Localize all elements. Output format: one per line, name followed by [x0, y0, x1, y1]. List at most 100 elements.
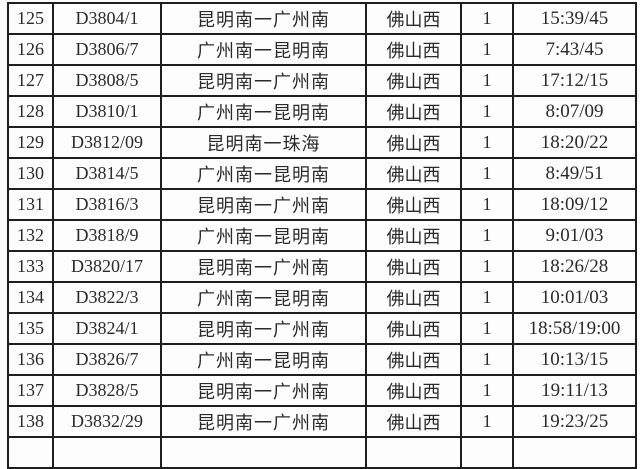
cell-time: 18:58/19:00	[512, 312, 637, 345]
cell-time: 19:11/13	[512, 374, 637, 407]
cell-train-number: D3804/1	[52, 2, 162, 35]
cell-stop-count: 1	[460, 33, 514, 66]
cell-train-number: D3814/5	[52, 157, 162, 190]
cell-row-number: 126	[7, 33, 54, 66]
cell-station: 佛山西	[365, 343, 462, 376]
cell-station: 佛山西	[365, 95, 462, 128]
cell-row-number: 138	[7, 405, 54, 438]
cell-train-number: D3828/5	[52, 374, 162, 407]
cell-train-number: D3808/5	[52, 64, 162, 97]
cell-row-number: 136	[7, 343, 54, 376]
cell-stop-count: 1	[460, 374, 514, 407]
cell-stop-count: 1	[460, 219, 514, 252]
table-row: 128 D3810/1 广州南一昆明南 佛山西 1 8:07/09	[7, 95, 637, 128]
cell-stop-count: 1	[460, 157, 514, 190]
cell-time: 10:01/03	[512, 281, 637, 314]
cell-train-number: D3822/3	[52, 281, 162, 314]
cell-stop-count: 1	[460, 188, 514, 221]
table-row: 132 D3818/9 广州南一昆明南 佛山西 1 9:01/03	[7, 219, 637, 252]
cell-stop-count: 1	[460, 281, 514, 314]
cell-route: 广州南一昆明南	[160, 95, 367, 128]
cell-time: 18:20/22	[512, 126, 637, 159]
cell-time: 9:01/03	[512, 219, 637, 252]
cell-route: 广州南一昆明南	[160, 219, 367, 252]
cell-train-number: D3818/9	[52, 219, 162, 252]
cell-train-number: D3820/17	[52, 250, 162, 283]
cell-time: 8:07/09	[512, 95, 637, 128]
cell-station: 佛山西	[365, 281, 462, 314]
cell-row-number: 131	[7, 188, 54, 221]
cell-route: 昆明南一广州南	[160, 250, 367, 283]
cell-stop-count: 1	[460, 126, 514, 159]
cell-train-number: D3806/7	[52, 33, 162, 66]
cell-stop-count: 1	[460, 405, 514, 438]
table-row: 130 D3814/5 广州南一昆明南 佛山西 1 8:49/51	[7, 157, 637, 190]
table-row: 138 D3832/29 昆明南一广州南 佛山西 1 19:23/25	[7, 405, 637, 438]
table-row: 133 D3820/17 昆明南一广州南 佛山西 1 18:26/28	[7, 250, 637, 283]
cell-route: 广州南一昆明南	[160, 343, 367, 376]
cell-stop-count: 1	[460, 343, 514, 376]
table-row: 134 D3822/3 广州南一昆明南 佛山西 1 10:01/03	[7, 281, 637, 314]
table-row: 129 D3812/09 昆明南一珠海 佛山西 1 18:20/22	[7, 126, 637, 159]
cell-route: 广州南一昆明南	[160, 157, 367, 190]
cell-stop-count: 1	[460, 312, 514, 345]
cell-time: 19:23/25	[512, 405, 637, 438]
cell-row-number: 135	[7, 312, 54, 345]
cell-route: 昆明南一广州南	[160, 405, 367, 438]
train-timetable: 125 D3804/1 昆明南一广州南 佛山西 1 15:39/45 126 D…	[7, 2, 637, 469]
cell-station: 佛山西	[365, 374, 462, 407]
cell-station: 佛山西	[365, 188, 462, 221]
cell-row-number: 133	[7, 250, 54, 283]
cell-stop-count: 1	[460, 250, 514, 283]
cell-time: 17:12/15	[512, 64, 637, 97]
cell-time: 18:09/12	[512, 188, 637, 221]
cell-row-number: 125	[7, 2, 54, 35]
cell-row-number: 127	[7, 64, 54, 97]
table-row: 137 D3828/5 昆明南一广州南 佛山西 1 19:11/13	[7, 374, 637, 407]
cell-station: 佛山西	[365, 219, 462, 252]
cell-station: 佛山西	[365, 157, 462, 190]
table-row: 136 D3826/7 广州南一昆明南 佛山西 1 10:13/15	[7, 343, 637, 376]
table-row: 126 D3806/7 广州南一昆明南 佛山西 1 7:43/45	[7, 33, 637, 66]
cell-route: 广州南一昆明南	[160, 33, 367, 66]
timetable-page: 125 D3804/1 昆明南一广州南 佛山西 1 15:39/45 126 D…	[7, 2, 637, 469]
cell-row-number: 129	[7, 126, 54, 159]
cell-time: 10:13/15	[512, 343, 637, 376]
cell-time: 7:43/45	[512, 33, 637, 66]
table-row: 125 D3804/1 昆明南一广州南 佛山西 1 15:39/45	[7, 2, 637, 35]
cell-route: 昆明南一广州南	[160, 2, 367, 35]
table-row: 135 D3824/1 昆明南一广州南 佛山西 1 18:58/19:00	[7, 312, 637, 345]
timetable-body: 125 D3804/1 昆明南一广州南 佛山西 1 15:39/45 126 D…	[7, 2, 637, 438]
cell-train-number: D3824/1	[52, 312, 162, 345]
cell-row-number: 128	[7, 95, 54, 128]
cell-station: 佛山西	[365, 312, 462, 345]
cell-train-number: D3832/29	[52, 405, 162, 438]
cell-station: 佛山西	[365, 64, 462, 97]
cell-train-number: D3816/3	[52, 188, 162, 221]
cell-route: 广州南一昆明南	[160, 281, 367, 314]
cell-station: 佛山西	[365, 126, 462, 159]
cell-stop-count: 1	[460, 2, 514, 35]
cell-row-number: 134	[7, 281, 54, 314]
cell-station: 佛山西	[365, 405, 462, 438]
cell-route: 昆明南一珠海	[160, 126, 367, 159]
cell-route: 昆明南一广州南	[160, 312, 367, 345]
cell-stop-count: 1	[460, 64, 514, 97]
table-row: 131 D3816/3 昆明南一广州南 佛山西 1 18:09/12	[7, 188, 637, 221]
cell-time: 18:26/28	[512, 250, 637, 283]
cell-stop-count: 1	[460, 95, 514, 128]
cell-time: 15:39/45	[512, 2, 637, 35]
cell-train-number: D3812/09	[52, 126, 162, 159]
cell-route: 昆明南一广州南	[160, 374, 367, 407]
cell-train-number: D3826/7	[52, 343, 162, 376]
cell-train-number: D3810/1	[52, 95, 162, 128]
table-row: 127 D3808/5 昆明南一广州南 佛山西 1 17:12/15	[7, 64, 637, 97]
cell-row-number: 137	[7, 374, 54, 407]
cell-route: 昆明南一广州南	[160, 64, 367, 97]
cell-station: 佛山西	[365, 33, 462, 66]
cell-route: 昆明南一广州南	[160, 188, 367, 221]
cell-station: 佛山西	[365, 250, 462, 283]
cell-row-number: 132	[7, 219, 54, 252]
cell-row-number: 130	[7, 157, 54, 190]
cell-time: 8:49/51	[512, 157, 637, 190]
